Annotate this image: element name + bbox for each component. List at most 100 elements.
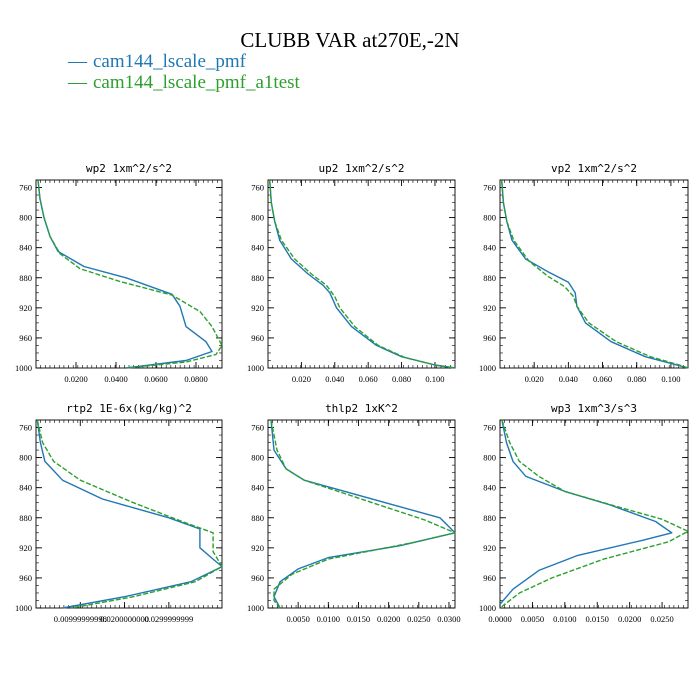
series-line-cam144-lscale-pmf (37, 179, 213, 369)
legend-item-series-1: — cam144_lscale_pmf (68, 51, 246, 73)
panel-title: wp2 1xm^2/s^2 (86, 162, 172, 175)
y-tick-label: 960 (19, 333, 32, 343)
y-tick-label: 800 (251, 453, 264, 463)
x-tick-label: 0.0150 (347, 614, 370, 624)
x-tick-label: 0.0050 (521, 614, 544, 624)
series-line-cam144-lscale-pmf-a1test (37, 179, 223, 369)
panel-2: up2 1xm^2/s^2 0.020 0.040 0.060 0.080 0.100 76… (247, 162, 456, 384)
y-tick-label: 840 (19, 243, 32, 253)
y-tick-label: 760 (19, 183, 32, 193)
legend-label-series-2: cam144_lscale_pmf_a1test (93, 72, 300, 93)
series-line-cam144-lscale-pmf-a1test (501, 179, 689, 369)
panel-frame (499, 419, 689, 609)
y-tick-label: 880 (483, 273, 496, 283)
y-tick-label: 920 (251, 543, 264, 553)
y-tick-label: 960 (251, 333, 264, 343)
y-tick-label: 800 (19, 453, 32, 463)
y-tick-label: 1000 (479, 363, 496, 373)
series-line-cam144-lscale-pmf-a1test (499, 419, 689, 609)
panel-title: thlp2 1xK^2 (325, 402, 398, 415)
x-tick-label: 0.0200 (618, 614, 641, 624)
x-tick-label: 0.0200000000 (100, 614, 149, 624)
x-tick-label: 0.020 (525, 374, 544, 384)
y-tick-label: 800 (19, 213, 32, 223)
x-tick-label: 0.0000 (488, 614, 511, 624)
y-tick-label: 840 (483, 243, 496, 253)
y-tick-label: 840 (251, 483, 264, 493)
x-tick-label: 0.0250 (650, 614, 673, 624)
y-tick-label: 1000 (15, 363, 32, 373)
x-tick-label: 0.0200 (377, 614, 400, 624)
y-tick-label: 920 (483, 543, 496, 553)
legend-label-series-1: cam144_lscale_pmf (93, 51, 247, 72)
series-line-cam144-lscale-pmf-a1test (269, 179, 456, 369)
x-tick-label: 0.080 (627, 374, 646, 384)
x-tick-label: 0.060 (359, 374, 378, 384)
y-tick-label: 1000 (247, 603, 264, 613)
y-tick-label: 760 (251, 183, 264, 193)
y-tick-label: 840 (251, 243, 264, 253)
x-tick-label: 0.060 (593, 374, 612, 384)
series-line-cam144-lscale-pmf-a1test (36, 419, 223, 609)
y-tick-label: 760 (483, 423, 496, 433)
series-line-cam144-lscale-pmf (36, 419, 223, 609)
y-tick-label: 880 (19, 273, 32, 283)
y-tick-label: 760 (19, 423, 32, 433)
panel-6: wp3 1xm^3/s^3 0.0000 0.0050 0.0100 0.0150 0.0… (479, 402, 689, 624)
figure-title: CLUBB VAR at270E,-2N (240, 28, 460, 52)
y-tick-label: 800 (251, 213, 264, 223)
panel-frame (267, 179, 456, 369)
y-tick-label: 880 (251, 513, 264, 523)
x-tick-label: 0.0100 (317, 614, 340, 624)
x-tick-label: 0.040 (325, 374, 344, 384)
x-tick-label: 0.0300 (437, 614, 460, 624)
y-tick-label: 920 (19, 303, 32, 313)
y-tick-label: 960 (483, 573, 496, 583)
y-tick-label: 920 (251, 303, 264, 313)
x-tick-label: 0.0200 (64, 374, 87, 384)
y-tick-label: 760 (251, 423, 264, 433)
x-tick-label: 0.00999999998 (54, 614, 107, 624)
y-tick-label: 920 (19, 543, 32, 553)
panel-title: vp2 1xm^2/s^2 (551, 162, 637, 175)
y-tick-label: 760 (483, 183, 496, 193)
y-tick-label: 880 (251, 273, 264, 283)
series-line-cam144-lscale-pmf-a1test (270, 419, 456, 609)
x-tick-label: 0.040 (559, 374, 578, 384)
series-line-cam144-lscale-pmf (270, 419, 456, 609)
series-line-cam144-lscale-pmf (499, 419, 673, 605)
y-tick-label: 800 (483, 213, 496, 223)
panel-title: rtp2 1E-6x(kg/kg)^2 (66, 402, 192, 415)
panel-5: thlp2 1xK^2 0.0050 0.0100 0.0150 0.0200 0.025… (247, 402, 461, 624)
y-tick-label: 840 (19, 483, 32, 493)
panel-1: wp2 1xm^2/s^2 0.0200 0.0400 0.0600 0.0800 760… (15, 162, 223, 384)
y-tick-label: 880 (19, 513, 32, 523)
y-tick-label: 960 (19, 573, 32, 583)
x-tick-label: 0.0600 (144, 374, 167, 384)
legend-swatch-series-2: — (68, 72, 87, 93)
panel-frame (35, 179, 223, 369)
y-tick-label: 1000 (15, 603, 32, 613)
y-tick-label: 800 (483, 453, 496, 463)
panel-frame (499, 179, 689, 369)
y-tick-label: 880 (483, 513, 496, 523)
y-tick-label: 1000 (479, 603, 496, 613)
y-tick-label: 1000 (247, 363, 264, 373)
x-tick-label: 0.0150 (586, 614, 609, 624)
legend-item-series-2: — cam144_lscale_pmf_a1test (68, 72, 300, 94)
panel-title: up2 1xm^2/s^2 (318, 162, 404, 175)
x-tick-label: 0.080 (392, 374, 411, 384)
series-line-cam144-lscale-pmf (269, 179, 456, 369)
panel-3: vp2 1xm^2/s^2 0.020 0.040 0.060 0.080 0.100 76… (479, 162, 689, 384)
legend-swatch-series-1: — (68, 51, 87, 72)
x-tick-label: 0.0100 (553, 614, 576, 624)
x-tick-label: 0.0250 (407, 614, 430, 624)
series-line-cam144-lscale-pmf (501, 179, 689, 369)
x-tick-label: 0.0050 (286, 614, 309, 624)
y-tick-label: 960 (483, 333, 496, 343)
x-tick-label: 0.0800 (184, 374, 207, 384)
x-tick-label: 0.0299999999 (144, 614, 193, 624)
panel-title: wp3 1xm^3/s^3 (551, 402, 637, 415)
x-tick-label: 0.020 (292, 374, 311, 384)
